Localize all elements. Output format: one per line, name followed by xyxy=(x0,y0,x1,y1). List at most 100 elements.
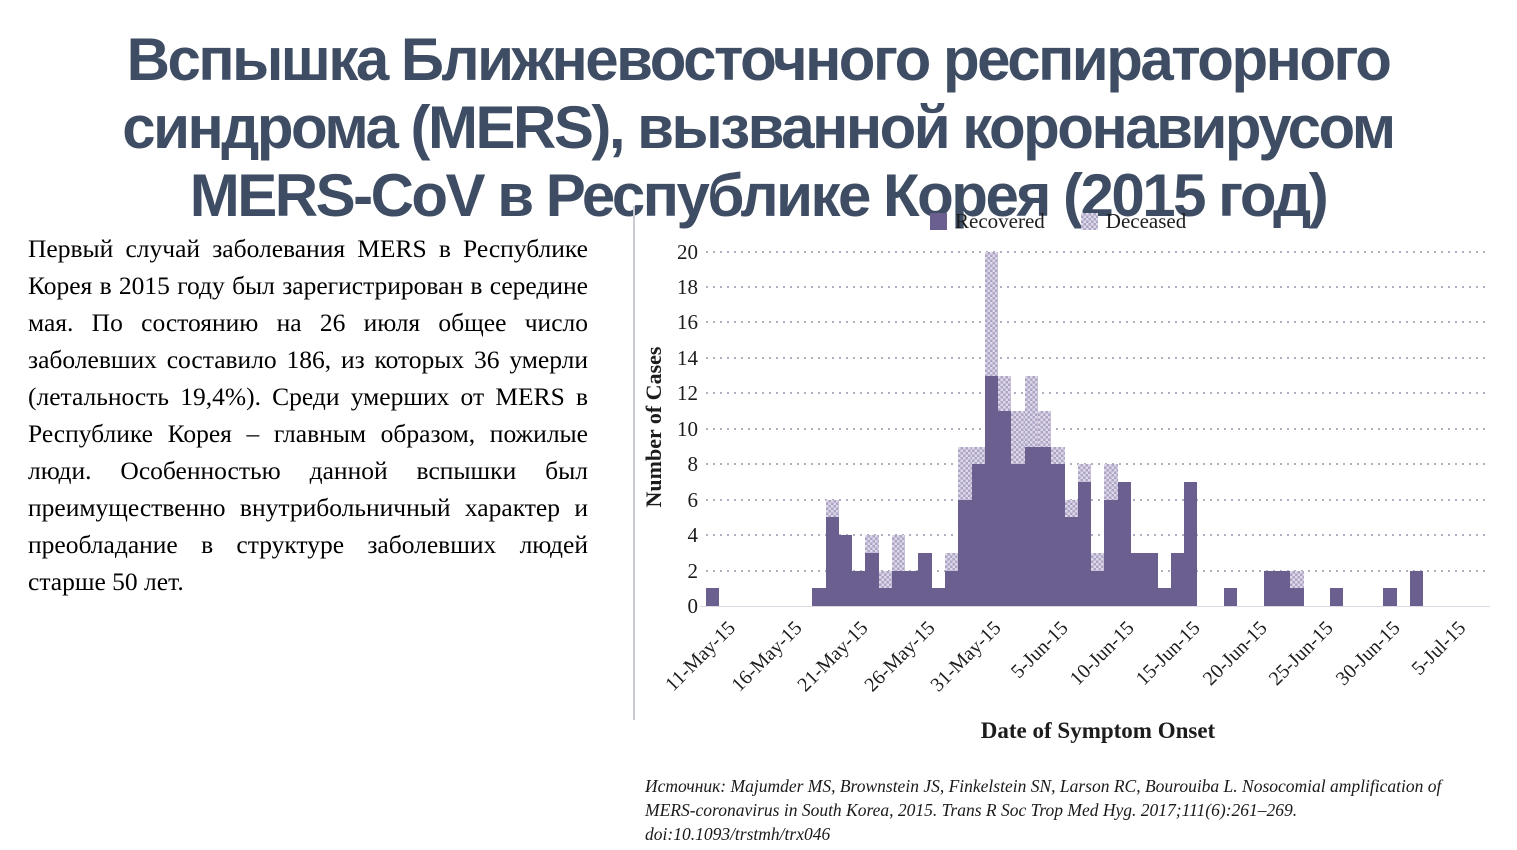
bar-deceased xyxy=(998,375,1012,412)
x-tick-label: 30-Jun-15 xyxy=(1331,617,1405,690)
bar-recovered xyxy=(931,588,946,606)
bar-recovered xyxy=(1409,570,1424,606)
recovered-swatch-icon xyxy=(930,213,947,230)
bar-deceased xyxy=(971,446,985,465)
gridline-y18 xyxy=(706,286,1490,289)
bar-recovered xyxy=(878,588,892,606)
bar-deceased xyxy=(1077,464,1092,482)
bar-deceased xyxy=(878,570,892,589)
x-tick-label: 11-May-15 xyxy=(661,617,741,696)
bar-recovered xyxy=(891,570,906,606)
bar-recovered xyxy=(1104,499,1118,606)
x-axis-line xyxy=(700,606,1490,607)
bar-recovered xyxy=(998,411,1012,606)
bar-deceased xyxy=(825,499,839,518)
gridline-y4 xyxy=(706,534,1490,537)
bar-recovered xyxy=(1157,588,1171,606)
deceased-swatch-icon xyxy=(1080,213,1098,230)
bar-recovered xyxy=(1184,481,1198,606)
bar-deceased xyxy=(1011,411,1025,465)
gridline-y8 xyxy=(706,463,1490,466)
chart-legend: Recovered Deceased xyxy=(930,209,1186,234)
y-tick-label: 16 xyxy=(677,310,698,335)
x-tick-label: 20-Jun-15 xyxy=(1198,617,1272,690)
x-axis-title: Date of Symptom Onset xyxy=(980,718,1216,743)
bar-recovered xyxy=(1383,588,1397,606)
bar-recovered xyxy=(1263,570,1278,606)
y-tick-label: 2 xyxy=(687,558,699,583)
bar-recovered xyxy=(1170,552,1185,606)
gridline-y14 xyxy=(706,356,1490,359)
bar-deceased xyxy=(984,251,999,376)
bar-recovered xyxy=(1130,552,1145,606)
bar-deceased xyxy=(1051,446,1065,465)
x-tick-label: 5-Jun-15 xyxy=(1006,617,1073,683)
legend-label-deceased: Deceased xyxy=(1105,209,1187,233)
bar-deceased xyxy=(945,552,959,571)
chart-left-border xyxy=(633,206,635,720)
y-tick-label: 10 xyxy=(677,416,698,441)
x-tick-label: 25-Jun-15 xyxy=(1264,617,1338,690)
bar-recovered xyxy=(984,375,999,606)
x-tick-label: 15-Jun-15 xyxy=(1132,617,1206,690)
bar-recovered xyxy=(1290,588,1304,606)
bar-recovered xyxy=(1038,446,1052,606)
bar-recovered xyxy=(1024,446,1038,606)
gridline-y20 xyxy=(706,250,1490,253)
bar-recovered xyxy=(1077,481,1092,606)
gridline-y10 xyxy=(706,427,1490,430)
bar-deceased xyxy=(1104,464,1118,500)
x-tick-label: 31-May-15 xyxy=(926,617,1006,697)
page-title: Вспышка Ближневосточного респираторного … xyxy=(122,26,1396,229)
bar-recovered xyxy=(1117,481,1131,606)
y-tick-label: 12 xyxy=(677,381,698,406)
bar-recovered xyxy=(1064,517,1078,606)
bar-recovered xyxy=(905,570,919,606)
x-tick-label: 10-Jun-15 xyxy=(1065,617,1139,690)
bar-deceased xyxy=(865,535,879,553)
bar-deceased xyxy=(891,535,906,571)
bar-recovered xyxy=(1051,464,1065,606)
bar-recovered xyxy=(945,570,959,606)
legend-item-recovered: Recovered xyxy=(930,209,1045,234)
bar-recovered xyxy=(1011,464,1025,606)
bar-recovered xyxy=(852,570,866,606)
y-tick-label: 8 xyxy=(687,452,699,477)
intro-paragraph: Первый случай заболевания MERS в Республ… xyxy=(28,234,588,596)
bar-recovered xyxy=(706,588,720,606)
y-tick-label: 6 xyxy=(687,487,699,512)
x-tick-label: 26-May-15 xyxy=(860,617,940,697)
bar-recovered xyxy=(1144,552,1158,606)
y-tick-label: 4 xyxy=(687,523,699,548)
legend-label-recovered: Recovered xyxy=(955,209,1045,233)
y-tick-label: 18 xyxy=(677,275,698,300)
gridline-y6 xyxy=(706,498,1490,501)
y-tick-label: 20 xyxy=(677,239,698,264)
bar-deceased xyxy=(1064,499,1078,518)
bar-recovered xyxy=(971,464,985,606)
source-citation: Источник: Majumder MS, Brownstein JS, Fi… xyxy=(645,776,1442,844)
x-tick-label: 5-Jul-15 xyxy=(1407,617,1471,680)
legend-item-deceased: Deceased xyxy=(1080,209,1187,234)
bar-recovered xyxy=(838,535,853,606)
x-tick-label: 21-May-15 xyxy=(793,617,874,697)
bar-deceased xyxy=(1091,552,1105,571)
bar-deceased xyxy=(1024,375,1038,447)
x-tick-label: 16-May-15 xyxy=(727,617,807,697)
bar-recovered xyxy=(1330,588,1344,606)
y-tick-label: 0 xyxy=(687,594,699,618)
bar-recovered xyxy=(825,517,839,606)
bar-deceased xyxy=(1290,570,1304,589)
bar-recovered xyxy=(918,552,932,606)
bar-recovered xyxy=(1277,570,1291,606)
bar-recovered xyxy=(1223,588,1238,606)
bar-recovered xyxy=(958,499,972,606)
bar-recovered xyxy=(812,588,826,606)
bar-deceased xyxy=(1038,411,1052,447)
gridline-y12 xyxy=(706,392,1490,395)
bar-recovered xyxy=(865,552,879,606)
gridline-y16 xyxy=(706,321,1490,324)
bar-deceased xyxy=(958,446,972,500)
